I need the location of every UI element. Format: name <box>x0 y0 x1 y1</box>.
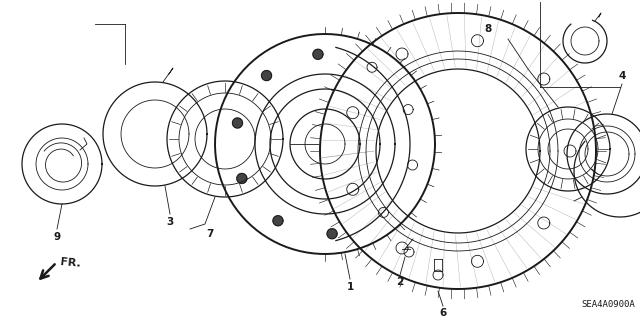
Text: 7: 7 <box>206 229 214 239</box>
Polygon shape <box>320 13 596 289</box>
Polygon shape <box>327 229 337 239</box>
Text: 9: 9 <box>53 232 61 242</box>
Polygon shape <box>237 174 247 183</box>
Polygon shape <box>262 70 271 81</box>
Text: 3: 3 <box>166 217 173 227</box>
Polygon shape <box>526 107 610 191</box>
Text: 6: 6 <box>440 308 447 318</box>
Text: 8: 8 <box>484 24 492 34</box>
Polygon shape <box>273 216 283 226</box>
Text: 2: 2 <box>396 277 404 287</box>
Polygon shape <box>403 105 413 115</box>
Polygon shape <box>232 118 243 128</box>
Polygon shape <box>103 82 207 186</box>
Polygon shape <box>215 34 435 254</box>
Polygon shape <box>378 207 388 218</box>
Polygon shape <box>408 160 417 170</box>
Text: SEA4A0900A: SEA4A0900A <box>581 300 635 309</box>
Text: 4: 4 <box>618 71 626 81</box>
Polygon shape <box>567 114 640 194</box>
Polygon shape <box>367 62 377 72</box>
Polygon shape <box>313 49 323 59</box>
Text: FR.: FR. <box>60 257 81 269</box>
Text: 1: 1 <box>346 282 354 292</box>
Polygon shape <box>167 81 283 197</box>
